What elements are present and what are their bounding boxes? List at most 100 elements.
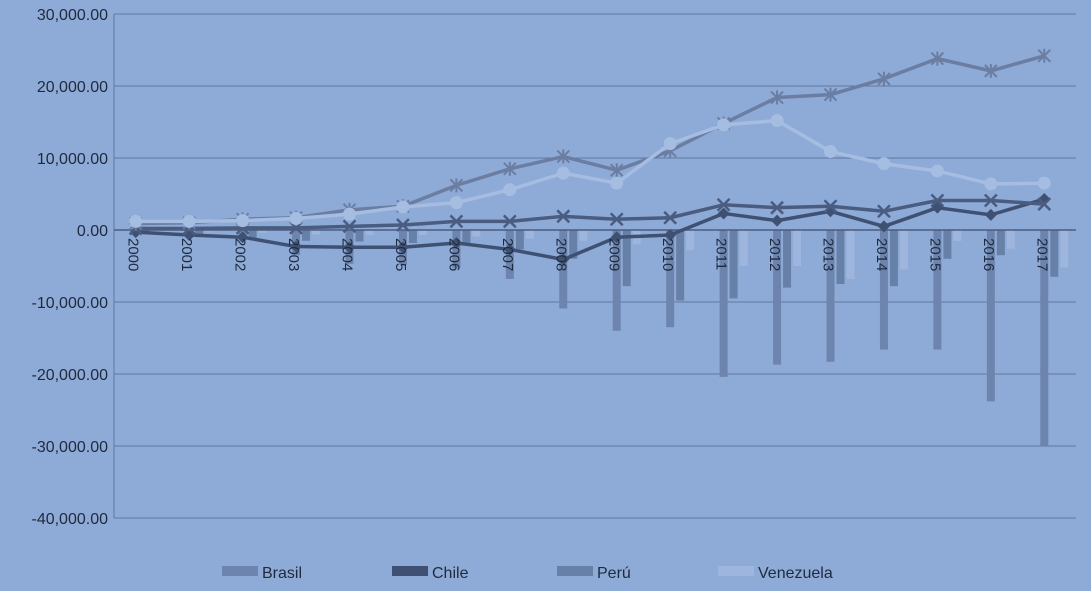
bar-venezuela-2017 xyxy=(1060,230,1069,268)
bar-venezuela-2015 xyxy=(953,230,962,241)
y-tick-label: -20,000.00 xyxy=(31,367,108,384)
marker-perú-line-2007 xyxy=(503,161,517,176)
marker-chile-2014 xyxy=(877,220,890,233)
marker-chile-2016 xyxy=(984,208,997,221)
y-tick-label: 10,000.00 xyxy=(37,151,108,168)
marker-chile-2005 xyxy=(396,241,409,254)
bar-venezuela-2003 xyxy=(312,230,321,235)
bar-perú-2015 xyxy=(943,230,952,259)
x-tick-label-2008: 2008 xyxy=(552,238,569,271)
marker-chile-2007 xyxy=(503,243,516,256)
y-tick-label: -40,000.00 xyxy=(31,511,108,528)
marker-brasil-line-2009 xyxy=(609,212,624,227)
marker-perú-line-2009 xyxy=(610,163,624,178)
y-axis: 30,000.00 20,000.00 10,000.00 0.00 -10,000.0… xyxy=(31,7,108,528)
bar-perú-2011 xyxy=(729,230,738,299)
marker-venezuela-line-2001 xyxy=(182,214,196,228)
x-tick-label-2007: 2007 xyxy=(499,238,516,271)
x-tick-label-2003: 2003 xyxy=(285,238,302,271)
bar-perú-2014 xyxy=(889,230,898,287)
marker-brasil-line-2007 xyxy=(502,214,517,229)
x-tick-label-2004: 2004 xyxy=(339,238,356,271)
x-tick-label-2005: 2005 xyxy=(392,238,409,271)
legend: Brasil Chile Perú Venezuela xyxy=(222,565,833,582)
marker-brasil-line-2004 xyxy=(342,219,357,234)
bar-venezuela-2011 xyxy=(739,230,748,266)
x-tick-label-2012: 2012 xyxy=(766,238,783,271)
marker-venezuela-line-2016 xyxy=(984,177,998,191)
marker-chile-2003 xyxy=(290,240,303,253)
marker-perú-line-2015 xyxy=(930,51,945,66)
bar-brasil-2013 xyxy=(826,230,835,362)
legend-label-venezuela: Venezuela xyxy=(758,565,833,582)
bar-brasil-2010 xyxy=(666,230,675,328)
line-chile xyxy=(135,197,1045,262)
marker-chile-2011 xyxy=(717,207,730,220)
marker-venezuela-line-2014 xyxy=(877,157,891,171)
bar-brasil-2016 xyxy=(986,230,995,402)
bar-brasil-2017 xyxy=(1040,230,1049,446)
bar-venezuela-2004 xyxy=(365,230,374,236)
marker-venezuela-line-2000 xyxy=(129,214,143,228)
marker-perú-line-2017 xyxy=(1037,48,1051,63)
legend-swatch-venezuela xyxy=(718,566,754,576)
marker-brasil-line-2015 xyxy=(930,193,945,208)
marker-perú-line-2012 xyxy=(770,90,784,105)
marker-perú-line-2016 xyxy=(984,63,998,78)
line-brasil-line xyxy=(135,198,1045,231)
marker-venezuela-line-2002 xyxy=(236,214,250,228)
bar-perú-2002 xyxy=(248,230,257,239)
bars xyxy=(131,230,1069,446)
marker-venezuela-line-2013 xyxy=(824,145,837,159)
marker-brasil-line-2011 xyxy=(716,197,731,212)
bar-brasil-2008 xyxy=(559,230,568,309)
y-tick-label: 20,000.00 xyxy=(37,79,108,96)
lines xyxy=(128,48,1052,266)
bar-venezuela-2002 xyxy=(258,230,267,233)
x-tick-label-2011: 2011 xyxy=(713,238,730,270)
bar-venezuela-2006 xyxy=(472,230,481,237)
marker-venezuela-line-2008 xyxy=(556,166,570,180)
marker-chile-2004 xyxy=(343,241,356,254)
legend-swatch-perú xyxy=(557,566,593,576)
marker-brasil-line-2014 xyxy=(877,204,891,219)
bar-perú-2017 xyxy=(1050,230,1059,277)
y-tick-label: 30,000.00 xyxy=(37,7,108,24)
line-venezuela-line xyxy=(135,118,1045,224)
marker-venezuela-line-2017 xyxy=(1037,176,1051,190)
bar-perú-2006 xyxy=(462,230,471,245)
line-perú-line xyxy=(135,54,1045,226)
bar-brasil-2014 xyxy=(879,230,888,350)
marker-venezuela-line-2005 xyxy=(396,200,410,214)
bar-perú-2005 xyxy=(408,230,417,243)
x-tick-label-2016: 2016 xyxy=(980,238,997,271)
bar-perú-2004 xyxy=(355,230,364,242)
bar-brasil-2012 xyxy=(773,230,782,365)
x-tick-label-2002: 2002 xyxy=(232,238,249,271)
marker-venezuela-line-2015 xyxy=(930,164,944,178)
x-tick-label-2013: 2013 xyxy=(820,238,837,271)
bar-perú-2003 xyxy=(302,230,311,241)
marker-brasil-line-2012 xyxy=(770,200,784,215)
bar-venezuela-2016 xyxy=(1006,230,1015,249)
bar-brasil-2015 xyxy=(933,230,942,350)
x-tick-label-2014: 2014 xyxy=(873,238,890,271)
bar-perú-2016 xyxy=(996,230,1005,256)
bar-venezuela-2005 xyxy=(418,230,427,236)
bar-perú-2001 xyxy=(195,230,204,236)
bar-venezuela-2012 xyxy=(793,230,802,266)
x-tick-labels: 2000 2001 2002 2003 2004 2005 2006 2007 2008 2009… xyxy=(125,238,1051,271)
bar-venezuela-2007 xyxy=(525,230,534,239)
bar-perú-2010 xyxy=(676,230,685,301)
bar-perú-2009 xyxy=(622,230,631,287)
marker-perú-line-2013 xyxy=(823,87,838,102)
marker-venezuela-line-2011 xyxy=(717,118,731,132)
legend-label-perú: Perú xyxy=(597,565,631,582)
x-tick-label-2010: 2010 xyxy=(659,238,676,271)
legend-label-brasil: Brasil xyxy=(262,565,302,582)
bar-venezuela-2013 xyxy=(846,230,855,279)
marker-venezuela-line-2003 xyxy=(289,211,303,225)
bar-venezuela-2008 xyxy=(579,230,588,241)
marker-brasil-line-2005 xyxy=(396,218,410,232)
marker-venezuela-line-2012 xyxy=(770,114,784,128)
